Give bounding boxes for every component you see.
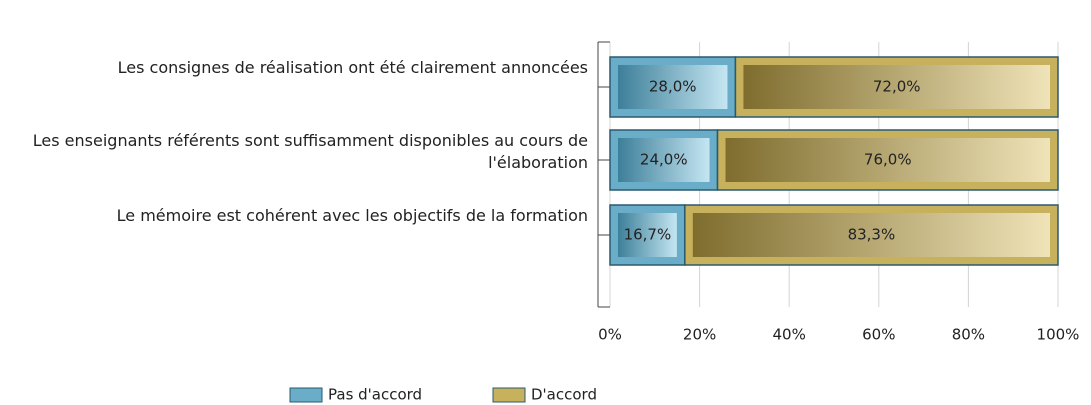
bar-shine: [692, 213, 1050, 257]
x-tick-label: 80%: [952, 326, 985, 344]
bar-shine: [618, 65, 728, 109]
y-tick-label: Les consignes de réalisation ont été cla…: [117, 58, 588, 77]
y-tick-label: Le mémoire est cohérent avec les objecti…: [116, 206, 588, 225]
value-label: 83,3%: [848, 226, 896, 244]
legend-swatch: [492, 387, 526, 403]
legend-label: D'accord: [531, 386, 597, 404]
value-label: 24,0%: [640, 151, 688, 169]
x-tick-label: 60%: [862, 326, 895, 344]
value-label: 16,7%: [624, 226, 672, 244]
value-label: 28,0%: [649, 78, 697, 96]
value-label: 72,0%: [873, 78, 921, 96]
y-tick-label: Les enseignants référents sont suffisamm…: [32, 131, 588, 172]
bar-shine: [618, 138, 710, 182]
x-tick-label: 20%: [683, 326, 716, 344]
legend-swatch: [289, 387, 323, 403]
bar-shine: [743, 65, 1050, 109]
bar-shine: [725, 138, 1050, 182]
x-tick-label: 40%: [773, 326, 806, 344]
x-tick-label: 100%: [1037, 326, 1080, 344]
value-label: 76,0%: [864, 151, 912, 169]
bar-shine: [618, 213, 677, 257]
legend-label: Pas d'accord: [328, 386, 422, 404]
x-tick-label: 0%: [598, 326, 622, 344]
